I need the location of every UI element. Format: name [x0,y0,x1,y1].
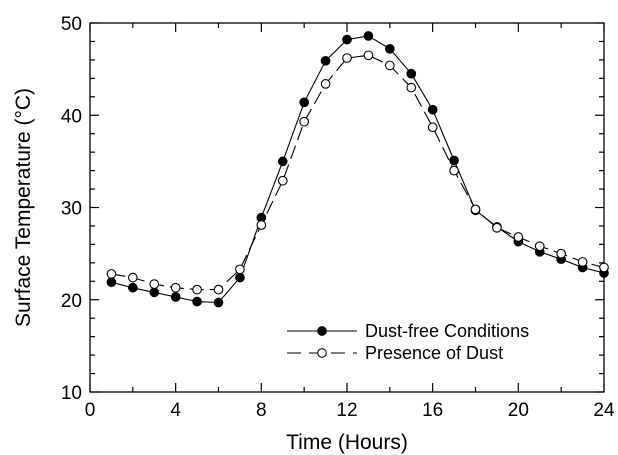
y-tick-label: 20 [61,291,82,312]
data-point [277,175,288,186]
y-tick-label: 10 [61,383,82,404]
data-point [149,279,160,289]
data-point [127,282,138,293]
data-point [170,282,181,293]
data-point [170,292,181,302]
x-tick-label: 12 [336,400,357,421]
series-line [111,35,605,304]
data-point [449,155,459,166]
data-point [599,262,609,273]
data-point [235,272,245,283]
data-point [363,31,374,41]
x-tick-label: 0 [85,400,96,421]
data-point [342,34,352,45]
y-tick-label: 30 [61,199,82,220]
data-point [492,222,502,233]
legend-label-dust: Presence of Dust [365,343,503,363]
data-point [320,55,331,66]
data-point [342,53,352,63]
data-point [556,248,567,259]
axis-tick-labels: 0 4 8 12 16 20 24 10 20 30 40 50 [61,14,615,421]
data-point [192,284,202,295]
data-point [534,241,545,252]
data-point [384,60,395,71]
data-point [384,43,395,54]
series-dust [106,50,609,295]
data-point [299,97,310,108]
legend-marker-dust-free [317,326,327,336]
y-tick-label: 40 [61,106,82,127]
data-point [213,284,224,295]
data-point [320,79,331,89]
data-point [470,204,481,215]
data-point [106,269,117,279]
data-point [363,50,374,61]
data-point [513,232,524,242]
axis-ticks [89,22,605,393]
x-tick-label: 4 [170,400,181,421]
x-tick-label: 24 [593,400,615,421]
data-point [406,68,417,79]
data-point [149,287,160,298]
data-point [299,116,310,127]
data-point [427,104,438,115]
data-point [406,82,417,93]
data-point [192,296,202,307]
x-tick-label: 16 [422,400,443,421]
data-point [127,272,138,283]
data-point [277,156,288,167]
data-point [449,165,459,176]
x-tick-label: 8 [256,400,267,421]
data-point [213,297,224,308]
legend-marker-dust [317,348,327,358]
x-axis-title: Time (Hours) [286,431,408,454]
y-axis-title: Surface Temperature (°C) [12,88,35,327]
data-point [235,264,245,275]
series-dust-free [106,31,609,308]
data-point [256,220,267,230]
data-point [106,277,117,288]
series-line [111,54,605,291]
data-series [106,31,609,308]
y-tick-label: 50 [61,14,82,35]
x-tick-label: 20 [508,400,529,421]
data-point [427,122,438,133]
legend-label-dust-free: Dust-free Conditions [365,321,529,341]
legend: Dust-free Conditions Presence of Dust [287,321,529,363]
data-point [577,257,588,267]
